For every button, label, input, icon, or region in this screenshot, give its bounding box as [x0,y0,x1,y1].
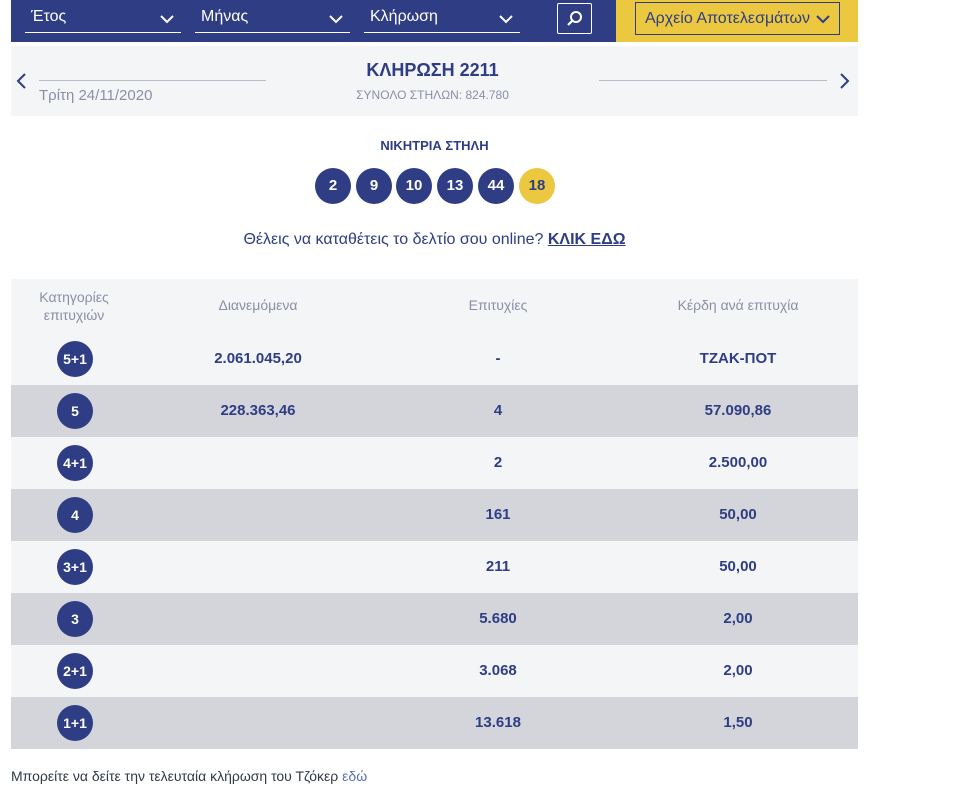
prize-cell: 50,00 [719,506,757,523]
results-table: Κατηγορίες επιτυχιών Διανεμόμενα Επιτυχί… [11,279,858,749]
winners-cell: 13.618 [475,714,521,731]
table-row: 4+1 2 2.500,00 [11,437,858,489]
winners-cell: 3.068 [479,662,517,679]
category-badge: 4 [57,497,93,533]
total-columns: ΣΥΝΟΛΟ ΣΤΗΛΩΝ: 824.780 [356,88,509,102]
winning-number-ball: 2 [315,168,351,204]
chevron-down-icon [160,15,174,24]
archive-dropdown-label: Αρχείο Αποτελεσμάτων [645,10,810,27]
distributed-cell: 228.363,46 [220,402,296,419]
search-icon [567,11,582,26]
prize-cell: 1,50 [723,714,753,731]
draw-title: ΚΛΗΡΩΣΗ 2211 [366,60,499,80]
last-draw-link[interactable]: εδώ [342,768,368,784]
click-here-link[interactable]: ΚΛΙΚ ΕΔΩ [547,231,626,248]
draw-date: Τρίτη 24/11/2020 [39,87,153,104]
footer-note: Μπορείτε να δείτε την τελευταία κλήρωση … [11,768,367,784]
table-row: 3 5.680 2,00 [11,593,858,645]
category-badge: 5 [57,393,93,429]
filter-bar: Έτος Μήνας Κλήρωση [11,0,616,42]
header-distributed: Διανεμόμενα [218,297,298,313]
online-prompt: Θέλεις να καταθέτεις το δελτίο σου onlin… [11,231,858,249]
winning-number-ball: 13 [437,168,473,204]
category-badge: 3 [57,601,93,637]
footer-text: Μπορείτε να δείτε την τελευταία κλήρωση … [11,768,339,784]
winners-cell: 5.680 [479,610,517,627]
year-dropdown[interactable]: Έτος [25,5,181,33]
divider [39,80,266,81]
table-row: 2+1 3.068 2,00 [11,645,858,697]
chevron-down-icon [816,15,830,24]
winners-cell: 4 [493,402,503,419]
prize-cell: 50,00 [719,558,757,575]
category-badge: 5+1 [57,341,93,377]
joker-number-ball: 18 [519,168,555,204]
divider [599,80,827,81]
month-dropdown[interactable]: Μήνας [195,5,350,33]
chevron-down-icon [329,15,343,24]
prize-cell: 2,00 [723,662,753,679]
draw-header: Τρίτη 24/11/2020 ΚΛΗΡΩΣΗ 2211 ΣΥΝΟΛΟ ΣΤΗ… [11,46,858,116]
year-dropdown-label: Έτος [31,8,67,25]
table-row: 4 161 50,00 [11,489,858,541]
category-badge: 2+1 [57,653,93,689]
chevron-down-icon [499,15,513,24]
archive-panel: Αρχείο Αποτελεσμάτων [616,0,858,42]
chevron-right-icon[interactable] [837,72,851,90]
chevron-left-icon[interactable] [15,72,29,90]
prize-cell: 57.090,86 [704,402,772,419]
table-row: 3+1 211 50,00 [11,541,858,593]
header-category: Κατηγορίες επιτυχιών [39,289,109,323]
table-header: Κατηγορίες επιτυχιών Διανεμόμενα Επιτυχί… [11,279,858,333]
category-badge: 3+1 [57,549,93,585]
winning-number-ball: 44 [478,168,514,204]
winning-number-ball: 9 [356,168,392,204]
draw-dropdown[interactable]: Κλήρωση [364,5,520,33]
category-badge: 4+1 [57,445,93,481]
category-badge: 1+1 [57,705,93,741]
winners-cell: 211 [485,558,511,575]
table-row: 5+1 2.061.045,20 - ΤΖΑΚ-ΠΟΤ [11,333,858,385]
winners-cell: 2 [493,454,503,471]
prize-cell: 2,00 [723,610,753,627]
table-row: 1+1 13.618 1,50 [11,697,858,749]
archive-dropdown[interactable]: Αρχείο Αποτελεσμάτων [635,2,840,35]
winning-number-ball: 10 [396,168,432,204]
prize-cell: 2.500,00 [708,454,768,471]
prize-cell: ΤΖΑΚ-ΠΟΤ [699,350,777,367]
header-prize: Κέρδη ανά επιτυχία [677,297,799,313]
table-row: 5 228.363,46 4 57.090,86 [11,385,858,437]
winners-cell: 161 [485,506,511,523]
winning-column-title: ΝΙΚΗΤΡΙΑ ΣΤΗΛΗ [380,138,489,153]
draw-dropdown-label: Κλήρωση [370,8,438,25]
month-dropdown-label: Μήνας [201,8,249,25]
header-winners: Επιτυχίες [468,297,528,313]
distributed-cell: 2.061.045,20 [214,350,302,367]
online-prompt-text: Θέλεις να καταθέτεις το δελτίο σου onlin… [243,231,544,248]
winners-cell: - [495,350,501,367]
search-button[interactable] [557,3,592,34]
